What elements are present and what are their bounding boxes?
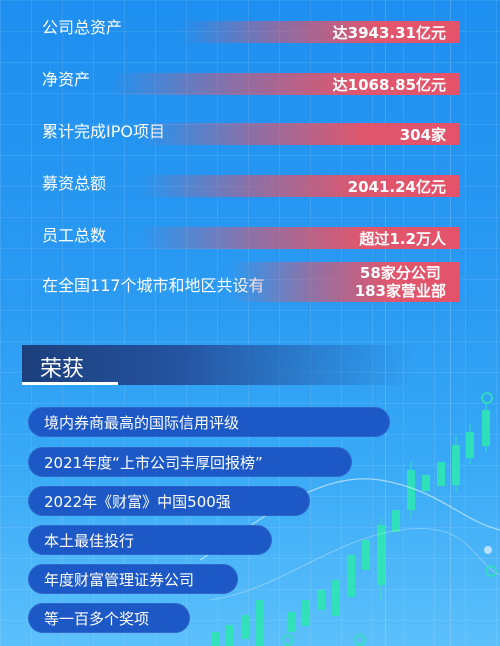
section-header: 荣获 [22, 345, 414, 385]
stat-row: 累计完成IPO项目 304家 [36, 118, 460, 148]
stat-value: 2041.24亿元 [347, 177, 446, 196]
stat-value: 超过1.2万人 [359, 229, 446, 248]
stat-value: 达1068.85亿元 [332, 75, 446, 94]
stat-row: 公司总资产 达3943.31亿元 [36, 14, 460, 44]
grid-divider [450, 0, 451, 646]
section-underline [22, 382, 118, 385]
stat-value: 达3943.31亿元 [332, 23, 446, 42]
stat-bar: 304家 [140, 123, 460, 145]
stat-label: 累计完成IPO项目 [42, 122, 165, 141]
stat-value-line: 183家营业部 [354, 282, 446, 300]
award-item: 本土最佳投行 [28, 525, 272, 555]
stat-value-line: 58家分公司 [359, 264, 441, 282]
award-item: 2022年《财富》中国500强 [28, 486, 310, 516]
stat-label: 公司总资产 [42, 18, 123, 37]
stat-bar: 超过1.2万人 [140, 227, 460, 249]
stat-label: 净资产 [42, 70, 91, 89]
stat-bar: 达3943.31亿元 [180, 21, 460, 43]
stat-bar: 58家分公司 183家营业部 [230, 262, 460, 302]
award-item: 境内券商最高的国际信用评级 [28, 407, 390, 437]
stat-row: 员工总数 超过1.2万人 [36, 222, 460, 252]
stat-bar: 2041.24亿元 [140, 175, 460, 197]
award-item: 年度财富管理证券公司 [28, 564, 238, 594]
stat-row: 净资产 达1068.85亿元 [36, 66, 460, 96]
award-item: 2021年度“上市公司丰厚回报榜” [28, 447, 352, 477]
section-title: 荣获 [40, 357, 85, 382]
stat-label: 募资总额 [42, 174, 107, 193]
stat-row: 募资总额 2041.24亿元 [36, 170, 460, 200]
stat-value: 304家 [399, 125, 446, 144]
stat-row: 在全国117个城市和地区共设有 58家分公司 183家营业部 [36, 260, 460, 304]
stat-label: 在全国117个城市和地区共设有 [42, 276, 265, 295]
award-item: 等一百多个奖项 [28, 603, 190, 633]
stat-label: 员工总数 [42, 226, 107, 245]
stat-value: 58家分公司 183家营业部 [355, 262, 446, 302]
grid-divider [385, 0, 386, 646]
stat-bar: 达1068.85亿元 [110, 73, 460, 95]
